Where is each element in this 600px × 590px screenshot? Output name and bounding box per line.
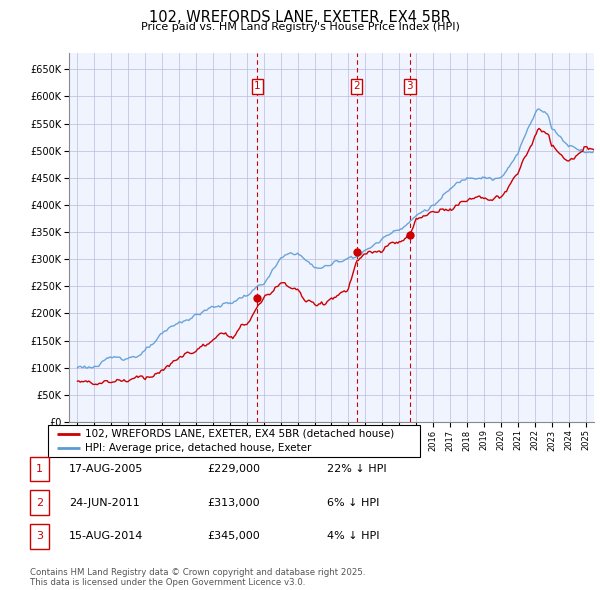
Text: £229,000: £229,000 xyxy=(207,464,260,474)
FancyBboxPatch shape xyxy=(48,425,420,457)
Text: 3: 3 xyxy=(36,532,43,541)
Text: 15-AUG-2014: 15-AUG-2014 xyxy=(69,532,143,541)
Text: 2: 2 xyxy=(36,498,43,507)
Text: £345,000: £345,000 xyxy=(207,532,260,541)
Text: 6% ↓ HPI: 6% ↓ HPI xyxy=(327,498,379,507)
Text: 102, WREFORDS LANE, EXETER, EX4 5BR (detached house): 102, WREFORDS LANE, EXETER, EX4 5BR (det… xyxy=(85,428,394,438)
Text: 22% ↓ HPI: 22% ↓ HPI xyxy=(327,464,386,474)
Text: 2: 2 xyxy=(353,81,360,91)
Text: 4% ↓ HPI: 4% ↓ HPI xyxy=(327,532,380,541)
Text: Price paid vs. HM Land Registry's House Price Index (HPI): Price paid vs. HM Land Registry's House … xyxy=(140,22,460,32)
Text: 24-JUN-2011: 24-JUN-2011 xyxy=(69,498,140,507)
Text: 3: 3 xyxy=(407,81,413,91)
Text: 17-AUG-2005: 17-AUG-2005 xyxy=(69,464,143,474)
Text: HPI: Average price, detached house, Exeter: HPI: Average price, detached house, Exet… xyxy=(85,444,311,454)
Text: £313,000: £313,000 xyxy=(207,498,260,507)
Text: 1: 1 xyxy=(36,464,43,474)
Text: 1: 1 xyxy=(254,81,261,91)
Text: 102, WREFORDS LANE, EXETER, EX4 5BR: 102, WREFORDS LANE, EXETER, EX4 5BR xyxy=(149,10,451,25)
Text: Contains HM Land Registry data © Crown copyright and database right 2025.
This d: Contains HM Land Registry data © Crown c… xyxy=(30,568,365,587)
